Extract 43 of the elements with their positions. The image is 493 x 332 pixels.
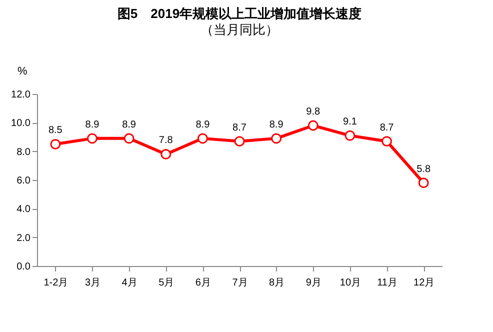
x-tick-label: 9月 bbox=[306, 278, 322, 288]
point bbox=[344, 130, 356, 141]
point bbox=[87, 133, 98, 144]
chart-subtitle: （当月同比） bbox=[200, 22, 278, 37]
y-tick-label: 0.0 bbox=[16, 262, 31, 272]
x-tick-label: 12月 bbox=[414, 278, 435, 288]
y-tick-label: 4.0 bbox=[16, 204, 31, 216]
x-tick-label: 4月 bbox=[122, 278, 138, 288]
y-tick-label: 12.0 bbox=[11, 90, 31, 100]
y-axis-title: % bbox=[18, 66, 28, 78]
x-tick-label: 10月 bbox=[340, 278, 362, 288]
point bbox=[197, 133, 208, 144]
point bbox=[50, 138, 61, 150]
point bbox=[124, 133, 134, 144]
data-label: 8.5 bbox=[48, 125, 63, 136]
x-tick-label: 5月 bbox=[158, 278, 174, 288]
data-label: 8.9 bbox=[196, 119, 210, 130]
data-label: 9.8 bbox=[306, 106, 321, 118]
y-tick-label: 2.0 bbox=[16, 232, 31, 244]
point bbox=[382, 136, 392, 147]
x-tick-label: 7月 bbox=[232, 278, 248, 288]
y-tick-label: 8.0 bbox=[16, 146, 31, 158]
data-label: 8.9 bbox=[122, 119, 136, 130]
point bbox=[271, 133, 282, 144]
point bbox=[418, 178, 429, 188]
point bbox=[234, 136, 245, 147]
x-tick-label: 1-2月 bbox=[44, 278, 68, 288]
y-tick-label: 6.0 bbox=[16, 176, 31, 186]
x-tick-label: 6月 bbox=[195, 278, 211, 288]
data-label: 5.8 bbox=[416, 164, 431, 175]
x-tick-label: 11月 bbox=[377, 278, 398, 288]
data-label: 8.7 bbox=[232, 122, 247, 134]
point bbox=[308, 120, 318, 131]
data-label: 8.9 bbox=[85, 119, 100, 130]
data-label: 7.8 bbox=[158, 135, 174, 146]
x-tick-label: 3月 bbox=[84, 278, 101, 288]
x-tick-label: 8月 bbox=[269, 278, 285, 288]
point bbox=[160, 148, 172, 160]
data-label: 8.7 bbox=[380, 122, 394, 134]
data-label: 8.9 bbox=[269, 119, 284, 130]
y-tick-label: 10.0 bbox=[11, 118, 31, 130]
data-label: 9.1 bbox=[343, 116, 358, 128]
chart-title: 图5 2019年规模以上工业增加值增长速度 bbox=[117, 6, 362, 21]
